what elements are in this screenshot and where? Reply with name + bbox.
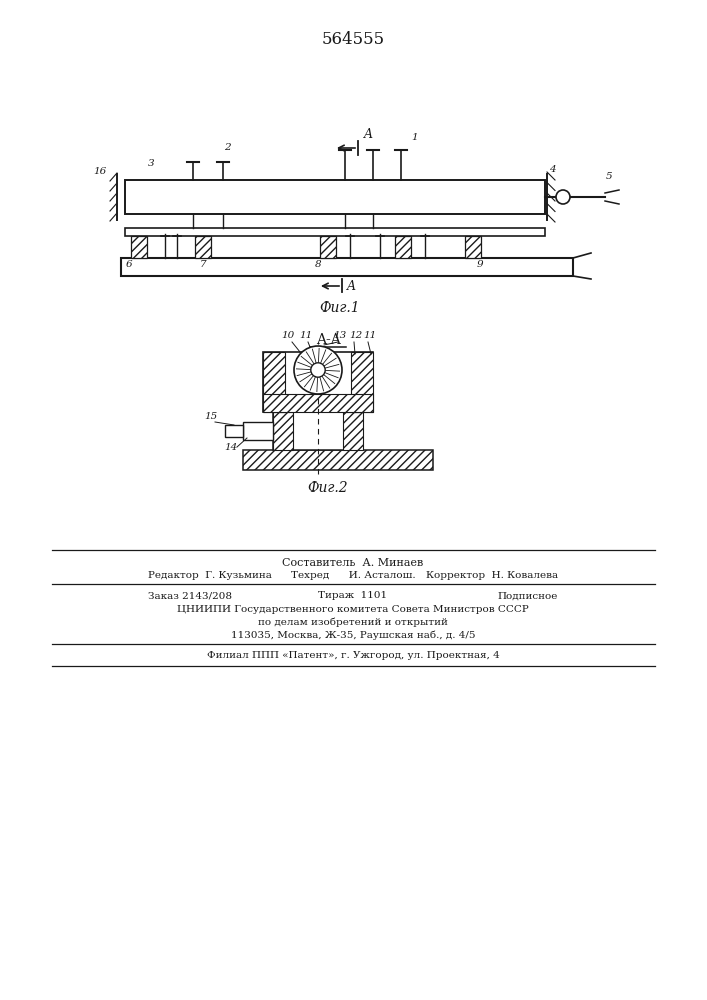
Text: A: A <box>364 128 373 141</box>
Text: 15: 15 <box>204 412 218 421</box>
Text: 564555: 564555 <box>322 31 385 48</box>
Bar <box>320 236 336 258</box>
Text: 1: 1 <box>411 133 419 142</box>
Text: 6: 6 <box>126 260 132 269</box>
Bar <box>343 412 363 450</box>
Text: Подписное: Подписное <box>498 591 558 600</box>
Bar <box>263 352 373 412</box>
Bar <box>395 236 411 258</box>
Text: 16: 16 <box>94 167 107 176</box>
Bar <box>195 236 211 258</box>
Text: Заказ 2143/208: Заказ 2143/208 <box>148 591 232 600</box>
Text: Фиг.2: Фиг.2 <box>308 481 349 495</box>
Bar <box>121 258 573 276</box>
Bar <box>273 412 363 450</box>
Bar <box>243 450 433 470</box>
Text: 8: 8 <box>315 260 321 269</box>
Text: Фиг.1: Фиг.1 <box>320 301 361 315</box>
Text: 10: 10 <box>281 331 295 340</box>
Text: 2: 2 <box>223 143 230 152</box>
Bar <box>125 228 545 236</box>
Text: A: A <box>347 279 356 292</box>
Text: Техред      И. Асталош.: Техред И. Асталош. <box>291 572 415 580</box>
Text: по делам изобретений и открытий: по делам изобретений и открытий <box>258 617 448 627</box>
Text: 14: 14 <box>224 443 238 452</box>
Bar <box>263 394 373 412</box>
Text: Корректор  Н. Ковалева: Корректор Н. Ковалева <box>426 572 558 580</box>
Bar <box>243 422 273 440</box>
Circle shape <box>294 346 342 394</box>
Text: 7: 7 <box>199 260 206 269</box>
Text: 12: 12 <box>349 331 363 340</box>
Text: 4: 4 <box>549 165 556 174</box>
Text: 3: 3 <box>148 159 154 168</box>
Circle shape <box>311 363 325 377</box>
Text: 9: 9 <box>477 260 484 269</box>
Text: Составитель  А. Минаев: Составитель А. Минаев <box>282 558 423 568</box>
Text: 13: 13 <box>334 331 346 340</box>
Bar <box>225 425 243 437</box>
Text: A-A: A-A <box>315 333 340 347</box>
Text: Редактор  Г. Кузьмина: Редактор Г. Кузьмина <box>148 572 272 580</box>
Text: 11: 11 <box>363 331 377 340</box>
Text: 11: 11 <box>299 331 312 340</box>
Bar <box>465 236 481 258</box>
Text: Тираж  1101: Тираж 1101 <box>318 591 387 600</box>
Bar <box>351 352 373 412</box>
Circle shape <box>556 190 570 204</box>
Bar <box>263 352 285 412</box>
Text: Филиал ППП «Патент», г. Ужгород, ул. Проектная, 4: Филиал ППП «Патент», г. Ужгород, ул. Про… <box>206 652 499 660</box>
Text: ЦНИИПИ Государственного комитета Совета Министров СССР: ЦНИИПИ Государственного комитета Совета … <box>177 604 529 613</box>
Text: 5: 5 <box>606 172 612 181</box>
Text: 113035, Москва, Ж-35, Раушская наб., д. 4/5: 113035, Москва, Ж-35, Раушская наб., д. … <box>230 630 475 640</box>
Bar <box>125 180 545 214</box>
Bar <box>273 412 293 450</box>
Bar <box>131 236 147 258</box>
